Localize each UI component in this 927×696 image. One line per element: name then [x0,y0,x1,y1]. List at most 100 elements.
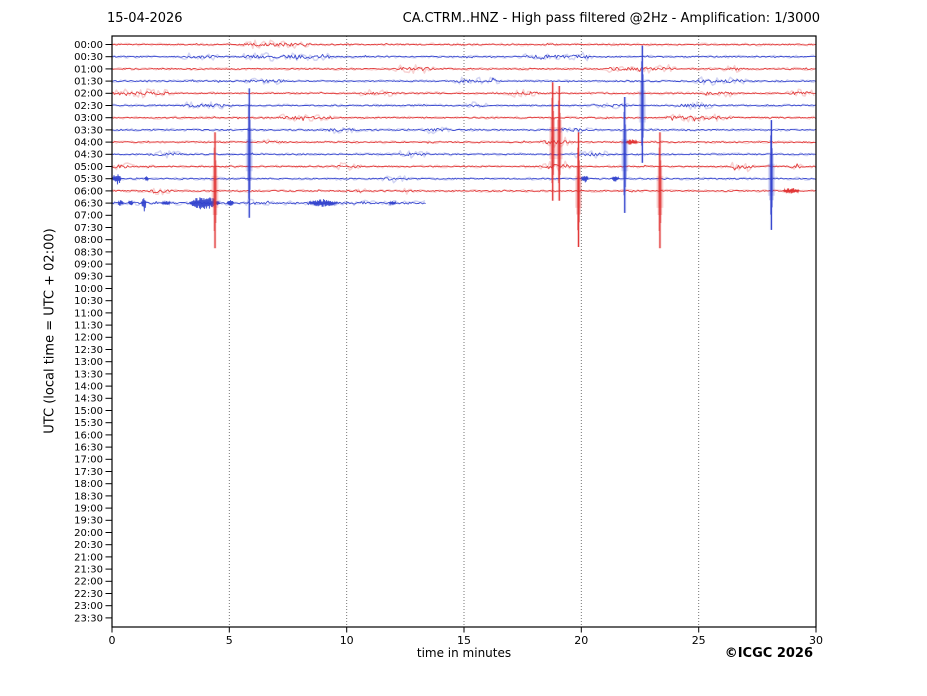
burst [161,200,171,206]
trace-05:00 [111,163,816,171]
y-tick-label: 05:00 [74,162,103,173]
event-spike [767,120,775,230]
y-tick-label: 08:00 [74,235,103,246]
burst [140,198,147,212]
x-tick-label: 25 [692,634,706,647]
burst [308,199,338,207]
y-tick-label: 06:30 [74,199,103,210]
y-tick-label: 22:30 [74,589,103,600]
plot-title: CA.CTRM..HNZ - High pass filtered @2Hz -… [402,11,820,26]
y-tick-label: 18:30 [74,491,103,502]
x-tick-label: 15 [457,634,471,647]
traces [111,39,816,207]
y-tick-label: 14:30 [74,394,103,405]
y-tick-label: 10:00 [74,284,103,295]
y-tick-label: 12:00 [74,333,103,344]
trace-05:30 [111,177,816,181]
burst [388,200,397,206]
y-tick-label: 19:30 [74,516,103,527]
y-tick-label: 01:30 [74,77,103,88]
y-tick-label: 08:30 [74,247,103,258]
y-tick-label: 18:00 [74,479,103,490]
y-tick-label: 17:30 [74,467,103,478]
y-tick-label: 23:00 [74,601,103,612]
y-tick-label: 04:00 [74,138,103,149]
trace-03:30 [111,127,816,132]
y-tick-label: 02:00 [74,89,103,100]
event-spike [656,132,664,249]
trace-halo-03:30 [111,126,815,135]
y-tick-label: 21:30 [74,565,103,576]
event-spike [638,45,646,163]
y-tick-label: 00:30 [74,52,103,63]
burst [226,200,235,206]
date-label: 15-04-2026 [107,11,183,26]
x-axis-title: time in minutes [416,646,512,660]
y-tick-label: 12:30 [74,345,103,356]
trace-02:30 [111,103,816,108]
y-tick-label: 13:00 [74,357,103,368]
burst [117,200,124,206]
y-tick-label: 07:30 [74,223,103,234]
trace-04:30 [111,152,816,157]
trace-00:00 [111,42,816,47]
x-tick-label: 5 [226,634,233,647]
y-tick-label: 15:30 [74,418,103,429]
y-tick-label: 09:00 [74,260,103,271]
trace-06:00 [111,189,816,194]
trace-halo-02:30 [111,101,815,110]
event-spike [621,97,629,213]
y-tick-label: 23:30 [74,613,103,624]
trace-02:00 [111,91,816,96]
copyright-label: ©ICGC 2026 [724,646,813,661]
burst [144,176,149,182]
trace-01:30 [111,77,816,84]
trace-01:00 [111,66,816,72]
bursts [111,138,800,212]
y-tick-label: 01:00 [74,64,103,75]
y-tick-label: 02:30 [74,101,103,112]
y-tick-label: 03:00 [74,113,103,124]
y-tick-label: 13:30 [74,369,103,380]
y-tick-label: 00:00 [74,40,103,51]
event-spikes [211,45,775,249]
y-tick-label: 17:00 [74,455,103,466]
y-tick-label: 09:30 [74,272,103,283]
y-tick-label: 21:00 [74,552,103,563]
y-tick-label: 04:30 [74,150,103,161]
burst [128,200,134,206]
x-tick-label: 20 [574,634,588,647]
y-tick-label: 19:00 [74,504,103,515]
x-tick-label: 10 [340,634,354,647]
x-gridlines [228,36,700,627]
y-tick-label: 16:30 [74,443,103,454]
event-spike [555,86,563,201]
y-tick-label: 16:00 [74,430,103,441]
x-tick-label: 0 [109,634,116,647]
event-spike [549,82,557,201]
trace-00:30 [111,53,816,60]
y-tick-label: 07:00 [74,211,103,222]
trace-04:00 [111,140,816,145]
y-tick-label: 10:30 [74,296,103,307]
y-tick-label: 14:00 [74,382,103,393]
y-tick-label: 11:30 [74,321,103,332]
plot-border [111,35,817,628]
burst [580,175,589,183]
y-tick-label: 15:00 [74,406,103,417]
burst [625,139,638,145]
event-spike [575,132,583,247]
y-tick-label: 05:30 [74,174,103,185]
y-tick-label: 20:00 [74,528,103,539]
y-tick-label: 03:30 [74,125,103,136]
trace-03:00 [111,115,816,122]
event-spike [211,132,219,249]
y-tick-label: 11:00 [74,308,103,319]
x-tick-label: 30 [809,634,823,647]
burst [611,176,620,182]
burst [782,188,800,194]
y-tick-label: 22:00 [74,577,103,588]
